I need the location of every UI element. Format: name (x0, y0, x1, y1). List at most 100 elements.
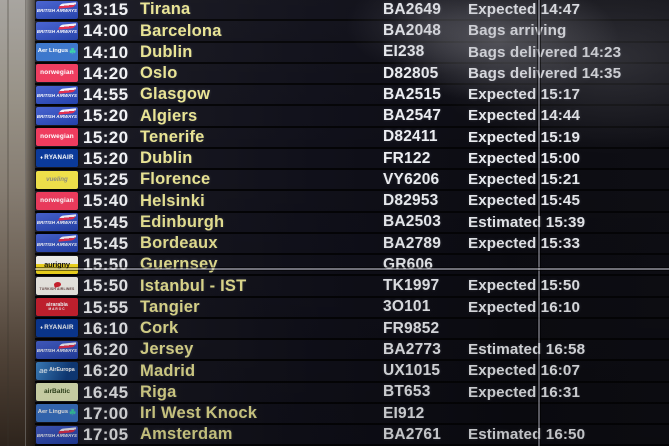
airline-logo-aer-lingus: Aer Lingus ☘ (36, 404, 78, 423)
flight-number: BA2515 (383, 85, 442, 103)
arrival-row: BRITISH AIRWAYS 13:15 Tirana BA2649 Expected… (35, 0, 669, 22)
airline-logo-label: norwegian (40, 196, 74, 204)
scheduled-time: 15:45 (83, 212, 129, 232)
destination: Dublin (140, 149, 193, 168)
airline-logo-label: BRITISH AIRWAYS (36, 347, 78, 353)
airline-logo-label: Aer Lingus (37, 409, 69, 416)
scheduled-time: 16:20 (83, 340, 129, 360)
airline-logo-label: BRITISH AIRWAYS (36, 241, 78, 247)
airline-logo-cell: airBaltic (35, 383, 83, 402)
arrival-status: Expected 16:31 (468, 383, 580, 401)
airline-logo-cell: aurigny (35, 255, 83, 274)
arrival-status: Estimated 16:58 (468, 341, 586, 359)
airline-logo-cell: BRITISH AIRWAYS (35, 0, 83, 19)
arrival-status: Expected 16:07 (468, 362, 580, 380)
flight-number: BA2649 (383, 0, 442, 18)
arrival-status: Bags delivered 14:23 (468, 43, 622, 61)
airline-logo-aer-lingus: Aer Lingus ☘ (36, 43, 78, 62)
arrival-row: BRITISH AIRWAYS 16:20 Jersey BA2773 Estimate… (35, 340, 669, 362)
destination: Edinburgh (140, 212, 225, 231)
destination: Tangier (140, 297, 200, 316)
airline-logo-label: norwegian (40, 69, 74, 77)
flight-number: D82953 (383, 192, 439, 210)
shamrock-icon: ☘ (69, 47, 77, 57)
airline-logo-cell: norwegian (35, 64, 83, 83)
arrival-row: BRITISH AIRWAYS 14:00 Barcelona BA2048 Bags … (35, 21, 669, 43)
destination: Istanbul - IST (140, 276, 247, 295)
scheduled-time: 14:55 (83, 85, 129, 105)
flight-number: FR122 (383, 149, 431, 167)
flight-number: BA2048 (383, 22, 442, 40)
airline-logo-ryanair: ♦ RYANAIR (36, 319, 78, 338)
airline-logo-cell: Aer Lingus ☘ (35, 43, 83, 62)
airline-logo-sublabel: maroc (48, 307, 66, 312)
arrival-status: Expected 16:10 (468, 298, 580, 316)
airline-logo-label: aurigny (44, 259, 70, 269)
arrival-row: aurigny 15:50 Guernsey GR606 (35, 255, 669, 277)
airline-logo-british-airways: BRITISH AIRWAYS (36, 425, 78, 444)
flight-number: BT653 (383, 383, 431, 401)
airline-logo-british-airways: BRITISH AIRWAYS (36, 0, 78, 19)
airline-logo-british-airways: BRITISH AIRWAYS (36, 213, 78, 232)
scheduled-time: 15:50 (83, 255, 129, 275)
airline-logo-cell: BRITISH AIRWAYS (35, 340, 83, 359)
arrival-row: BRITISH AIRWAYS 15:20 Algiers BA2547 Expecte… (35, 106, 669, 128)
arrival-status: Expected 15:21 (468, 171, 580, 189)
arrival-status: Expected 15:19 (468, 128, 580, 146)
airline-logo-cell: BRITISH AIRWAYS (35, 85, 83, 104)
destination: Tirana (140, 0, 191, 19)
airline-logo-label: AirEuropa (49, 367, 75, 374)
arrival-row: norwegian 15:40 Helsinki D82953 Expected 15:… (35, 191, 669, 213)
arrival-status: Expected 15:33 (468, 234, 580, 252)
airline-logo-label: BRITISH AIRWAYS (36, 114, 78, 120)
airline-logo-cell: BRITISH AIRWAYS (35, 21, 83, 40)
arrival-row: BRITISH AIRWAYS 15:45 Edinburgh BA2503 Estim… (35, 212, 669, 234)
flight-number: VY6206 (383, 170, 440, 188)
scheduled-time: 16:45 (83, 382, 129, 402)
airline-logo-airbaltic: airBaltic (36, 383, 78, 402)
arrival-status: Bags arriving (468, 22, 567, 40)
arrival-row: BRITISH AIRWAYS 17:05 Amsterdam BA2761 Estim… (35, 425, 669, 446)
scheduled-time: 15:20 (83, 127, 129, 147)
airline-logo-cell: BRITISH AIRWAYS (35, 425, 83, 444)
airline-logo-label: norwegian (40, 132, 74, 140)
airline-logo-vueling: vueling (36, 170, 78, 189)
arrival-status: Estimated 16:50 (468, 426, 586, 444)
airline-logo-label: BRITISH AIRWAYS (36, 92, 78, 98)
flight-number: GR606 (383, 255, 434, 273)
airline-logo-label: vueling (46, 175, 68, 183)
airline-logo-british-airways: BRITISH AIRWAYS (36, 85, 78, 104)
flight-number: 3O101 (383, 298, 431, 316)
destination: Glasgow (140, 85, 211, 104)
scheduled-time: 17:05 (83, 425, 129, 445)
arrival-row: Aer Lingus ☘ 17:00 Irl West Knock EI912 (35, 403, 669, 425)
flight-number: BA2547 (383, 107, 442, 125)
airline-logo-cell: ♦ RYANAIR (35, 319, 83, 338)
logo-mark: ae (39, 366, 48, 376)
destination: Riga (140, 382, 177, 401)
airline-logo-cell: ♦ RYANAIR (35, 149, 83, 168)
arrival-status: Expected 15:50 (468, 277, 580, 295)
arrival-row: vueling 15:25 Florence VY6206 Expected 15:21 (35, 170, 669, 192)
arrival-row: norwegian 14:20 Oslo D82805 Bags delivered 1… (35, 63, 669, 85)
arrival-status: Expected 15:00 (468, 149, 580, 167)
flight-number: BA2773 (383, 340, 442, 358)
flight-number: D82411 (383, 128, 438, 146)
scheduled-time: 15:20 (83, 106, 129, 126)
airline-logo-air-arabia-maroc: airarabia maroc (36, 298, 78, 317)
airline-logo-british-airways: BRITISH AIRWAYS (36, 106, 78, 125)
flight-number: UX1015 (383, 362, 441, 380)
destination: Jersey (140, 340, 194, 359)
flight-number: EI238 (383, 43, 425, 61)
airline-logo-label: Aer Lingus (37, 48, 69, 55)
destination: Barcelona (140, 21, 222, 40)
airline-logo-british-airways: BRITISH AIRWAYS (36, 234, 78, 253)
airline-logo-aurigny: aurigny (36, 255, 78, 274)
logo-mark: ♦ (40, 154, 43, 161)
airline-logo-norwegian: norwegian (36, 128, 78, 147)
speedmarque-icon (57, 1, 78, 8)
arrival-row: ae AirEuropa 16:20 Madrid UX1015 Expected 16:… (35, 361, 669, 383)
destination: Algiers (140, 106, 198, 125)
airline-logo-british-airways: BRITISH AIRWAYS (36, 340, 78, 359)
flight-number: TK1997 (383, 277, 440, 295)
